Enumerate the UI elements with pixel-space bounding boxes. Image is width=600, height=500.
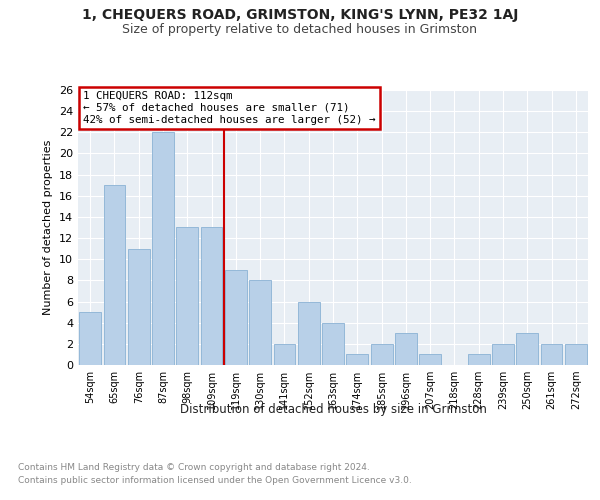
Text: Contains public sector information licensed under the Open Government Licence v3: Contains public sector information licen… <box>18 476 412 485</box>
Bar <box>492 344 514 365</box>
Bar <box>249 280 271 365</box>
Bar <box>565 344 587 365</box>
Bar <box>419 354 441 365</box>
Bar <box>346 354 368 365</box>
Bar <box>517 334 538 365</box>
Text: Contains HM Land Registry data © Crown copyright and database right 2024.: Contains HM Land Registry data © Crown c… <box>18 462 370 471</box>
Bar <box>298 302 320 365</box>
Text: Size of property relative to detached houses in Grimston: Size of property relative to detached ho… <box>122 22 478 36</box>
Bar <box>128 248 149 365</box>
Bar <box>395 334 417 365</box>
Bar <box>225 270 247 365</box>
Bar <box>468 354 490 365</box>
Bar <box>541 344 562 365</box>
Bar <box>200 228 223 365</box>
Bar <box>322 322 344 365</box>
Bar <box>371 344 392 365</box>
Y-axis label: Number of detached properties: Number of detached properties <box>43 140 53 315</box>
Text: Distribution of detached houses by size in Grimston: Distribution of detached houses by size … <box>179 402 487 415</box>
Bar <box>274 344 295 365</box>
Text: 1 CHEQUERS ROAD: 112sqm
← 57% of detached houses are smaller (71)
42% of semi-de: 1 CHEQUERS ROAD: 112sqm ← 57% of detache… <box>83 92 376 124</box>
Bar <box>176 228 198 365</box>
Bar <box>104 185 125 365</box>
Bar <box>152 132 174 365</box>
Text: 1, CHEQUERS ROAD, GRIMSTON, KING'S LYNN, PE32 1AJ: 1, CHEQUERS ROAD, GRIMSTON, KING'S LYNN,… <box>82 8 518 22</box>
Bar <box>79 312 101 365</box>
